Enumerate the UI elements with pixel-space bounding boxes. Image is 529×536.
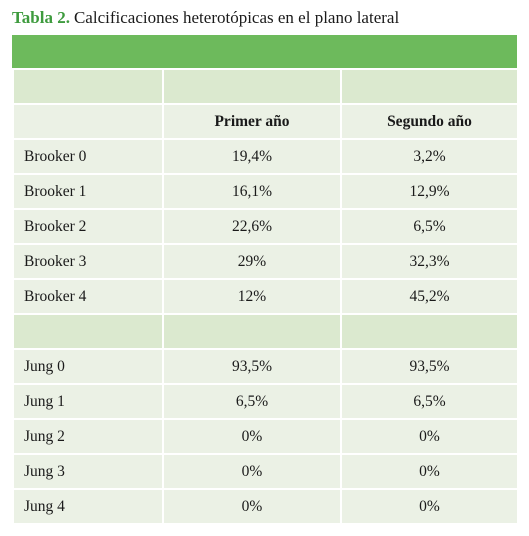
header-bar [12,35,517,68]
value-cell: 6,5% [162,383,342,420]
value-cell: 16,1% [162,173,342,210]
empty-cell [12,68,164,105]
empty-cell [162,68,342,105]
data-row: Brooker 1 16,1% 12,9% [12,173,519,210]
value-cell: 0% [340,488,519,525]
value-cell: 32,3% [340,243,519,280]
data-row: Brooker 2 22,6% 6,5% [12,208,519,245]
value-cell: 93,5% [162,348,342,385]
row-label: Brooker 0 [12,138,164,175]
value-cell: 0% [162,453,342,490]
row-label: Jung 1 [12,383,164,420]
caption-label: Tabla 2. [12,8,70,27]
column-header: Primer año [162,103,342,140]
row-label: Jung 4 [12,488,164,525]
caption-text: Calcificaciones heterotópicas en el plan… [73,8,400,27]
value-cell: 22,6% [162,208,342,245]
empty-cell [340,68,519,105]
value-cell: 0% [162,418,342,455]
row-label: Jung 0 [12,348,164,385]
empty-cell [12,313,164,350]
empty-cell [340,313,519,350]
data-row: Brooker 0 19,4% 3,2% [12,138,519,175]
value-cell: 45,2% [340,278,519,315]
header-row: Primer año Segundo año [12,103,519,140]
table-caption: Tabla 2. Calcificaciones heterotópicas en… [12,8,399,28]
row-label: Brooker 4 [12,278,164,315]
empty-cell [12,103,164,140]
separator-row [12,68,519,105]
data-row: Brooker 3 29% 32,3% [12,243,519,280]
value-cell: 12% [162,278,342,315]
row-label: Brooker 1 [12,173,164,210]
data-row: Jung 2 0% 0% [12,418,519,455]
row-label: Jung 2 [12,418,164,455]
data-row: Brooker 4 12% 45,2% [12,278,519,315]
value-cell: 29% [162,243,342,280]
row-label: Jung 3 [12,453,164,490]
empty-cell [162,313,342,350]
value-cell: 3,2% [340,138,519,175]
row-label: Brooker 2 [12,208,164,245]
value-cell: 0% [340,418,519,455]
value-cell: 93,5% [340,348,519,385]
data-row: Jung 0 93,5% 93,5% [12,348,519,385]
separator-row [12,313,519,350]
data-row: Jung 3 0% 0% [12,453,519,490]
column-header: Segundo año [340,103,519,140]
row-label: Brooker 3 [12,243,164,280]
data-row: Jung 4 0% 0% [12,488,519,525]
value-cell: 12,9% [340,173,519,210]
value-cell: 6,5% [340,383,519,420]
value-cell: 0% [162,488,342,525]
value-cell: 0% [340,453,519,490]
value-cell: 19,4% [162,138,342,175]
data-row: Jung 1 6,5% 6,5% [12,383,519,420]
value-cell: 6,5% [340,208,519,245]
data-table: Primer año Segundo año Brooker 0 19,4% 3,2% B… [12,68,519,525]
